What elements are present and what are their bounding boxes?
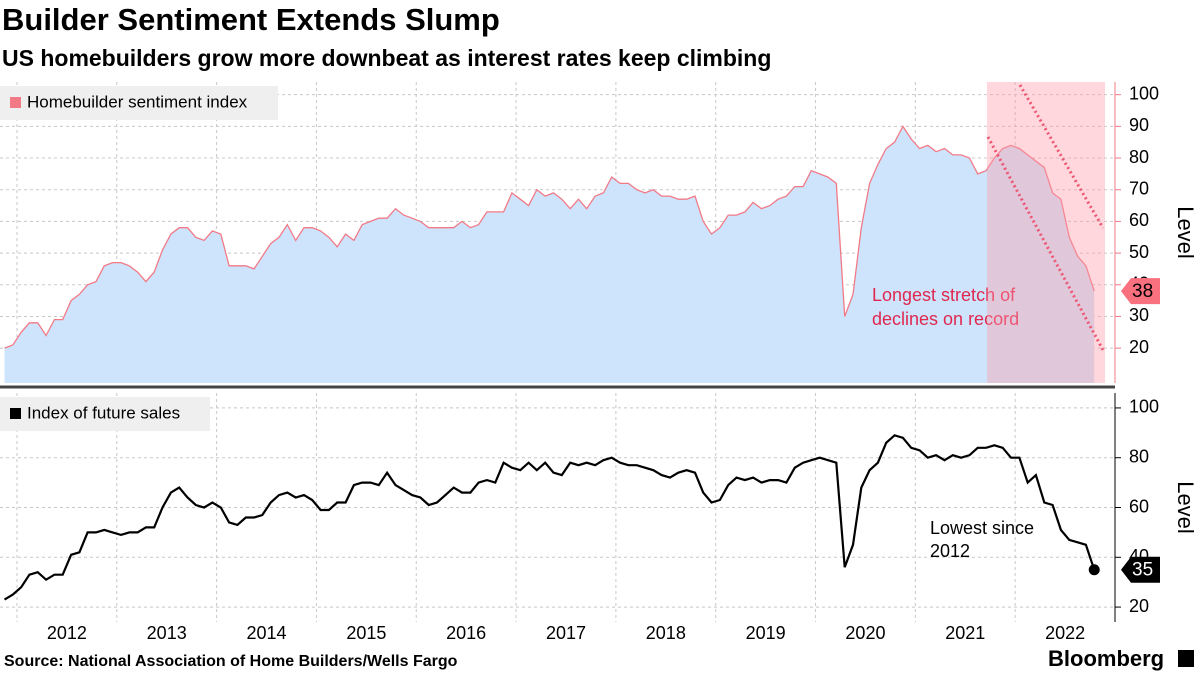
chart-title: Builder Sentiment Extends Slump: [2, 2, 500, 37]
x-tick-label: 2012: [47, 623, 87, 643]
x-tick-label: 2020: [845, 623, 885, 643]
brand-icon: [1178, 650, 1194, 667]
legend-swatch: [10, 408, 21, 419]
annotation: 2012: [930, 541, 970, 561]
x-tick-label: 2019: [746, 623, 786, 643]
end-point: [1088, 564, 1100, 576]
y-tick-label: 90: [1129, 115, 1149, 135]
value-tag: [1121, 556, 1160, 583]
legend-box: [0, 86, 278, 120]
x-tick-label: 2013: [147, 623, 187, 643]
y-tick-label: 60: [1129, 210, 1149, 230]
annotation: declines on record: [872, 309, 1019, 329]
y-tick-label: 80: [1129, 147, 1149, 167]
x-tick-label: 2022: [1045, 623, 1085, 643]
y-axis-label: Level: [1173, 206, 1198, 259]
legend-swatch: [10, 97, 21, 108]
y-tick-label: 80: [1129, 446, 1149, 466]
y-tick-label: 20: [1129, 337, 1149, 357]
x-tick-label: 2017: [546, 623, 586, 643]
annotation: Longest stretch of: [872, 285, 1016, 305]
area: [4, 126, 1095, 384]
legend-box: [0, 397, 210, 431]
annotation: Lowest since: [930, 518, 1034, 538]
value-label: 35: [1132, 560, 1153, 581]
line: [4, 125, 1095, 349]
x-tick-label: 2018: [646, 623, 686, 643]
line: [3, 434, 1096, 601]
value-tag: [1121, 278, 1160, 305]
legend-label: Homebuilder sentiment index: [27, 92, 248, 111]
legend-label: Index of future sales: [27, 403, 180, 422]
y-tick-label: 30: [1129, 305, 1149, 325]
chart-subtitle: US homebuilders grow more downbeat as in…: [2, 45, 771, 71]
y-tick-label: 60: [1129, 496, 1149, 516]
x-tick-label: 2015: [346, 623, 386, 643]
x-tick-label: 2014: [246, 623, 286, 643]
value-label: 38: [1132, 281, 1153, 302]
y-tick-label: 100: [1129, 397, 1159, 417]
y-tick-label: 100: [1129, 83, 1159, 103]
x-tick-label: 2021: [945, 623, 985, 643]
highlight-region: [987, 82, 1105, 383]
x-tick-label: 2016: [446, 623, 486, 643]
y-tick-label: 20: [1129, 596, 1149, 616]
trend-line: [986, 136, 1105, 351]
brand: Bloomberg: [1048, 646, 1164, 671]
y-axis-label: Level: [1173, 481, 1198, 534]
y-tick-label: 50: [1129, 242, 1149, 262]
y-tick-label: 70: [1129, 178, 1149, 198]
source: Source: National Association of Home Bui…: [4, 653, 458, 670]
